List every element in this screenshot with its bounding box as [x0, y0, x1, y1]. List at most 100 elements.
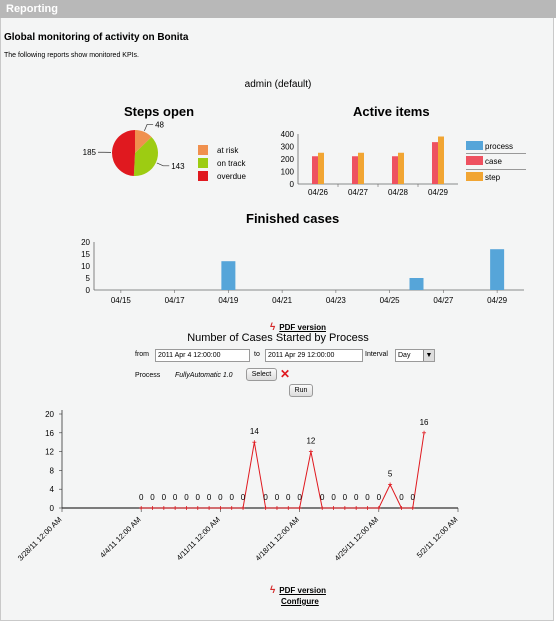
interval-value: Day: [398, 352, 411, 359]
finished-bar: [409, 278, 424, 290]
legend-swatch-on-track: [198, 158, 208, 168]
data-point-label: 0: [207, 493, 212, 502]
data-point-label: 5: [388, 470, 393, 479]
data-point-label: 16: [420, 418, 429, 427]
y-tick-label: 12: [45, 448, 54, 457]
x-tick-label: 4/25/11 12:00 AM: [333, 515, 381, 563]
process-value: FullyAutomatic 1.0: [175, 372, 233, 379]
x-tick-label: 04/17: [165, 296, 186, 305]
legend-label-overdue: overdue: [217, 172, 246, 181]
from-label: from: [135, 351, 149, 358]
bar-case: [432, 142, 438, 184]
data-point-label: 12: [306, 437, 315, 446]
data-point-label: 0: [411, 493, 416, 502]
data-point-label: 0: [196, 493, 201, 502]
bar-case: [392, 156, 398, 184]
active-items-legend: process case step: [466, 139, 538, 187]
x-tick-label: 04/19: [218, 296, 239, 305]
bar-step: [398, 152, 404, 184]
y-tick-label: 400: [281, 130, 295, 139]
x-tick-label: 04/29: [487, 296, 508, 305]
data-point-label: 0: [173, 493, 178, 502]
y-tick-label: 5: [86, 274, 91, 283]
steps-open-title: Steps open: [124, 104, 195, 119]
data-point-label: 0: [229, 493, 234, 502]
legend-label-process: process: [485, 142, 514, 151]
bar-step: [318, 152, 324, 184]
y-tick-label: 20: [45, 410, 54, 419]
configure-link[interactable]: Configure: [281, 597, 319, 606]
x-tick-label: 04/23: [326, 296, 347, 305]
data-point-label: 0: [162, 493, 167, 502]
legend-swatch-at-risk: [198, 145, 208, 155]
data-point-label: 14: [250, 427, 259, 436]
to-date-field[interactable]: 2011 Apr 29 12:00:00: [265, 349, 363, 362]
pie-slice-at-risk: [135, 130, 152, 153]
cases-started-title: Number of Cases Started by Process: [187, 332, 369, 344]
page-subtitle: The following reports show monitored KPI…: [4, 52, 140, 59]
reporting-panel: [0, 18, 554, 621]
x-tick-label: 04/26: [308, 188, 329, 197]
y-tick-label: 10: [81, 262, 90, 271]
finished-bar: [221, 261, 236, 290]
pdf-version-label: PDF version: [279, 323, 326, 332]
page-title: Global monitoring of activity on Bonita: [4, 32, 189, 43]
data-point-label: 0: [354, 493, 359, 502]
x-tick-label: 5/2/11 12:00 AM: [415, 515, 460, 560]
pie-value-label: 143: [171, 162, 185, 171]
select-button[interactable]: Select: [246, 368, 277, 381]
y-tick-label: 100: [281, 168, 295, 177]
data-point-label: 0: [275, 493, 280, 502]
data-point-label: 0: [331, 493, 336, 502]
legend-divider: [466, 153, 526, 154]
data-point-label: 0: [365, 493, 370, 502]
data-point-label: 0: [184, 493, 189, 502]
pdf-version-link[interactable]: ϟ PDF version: [270, 317, 326, 335]
x-tick-label: 4/11/11 12:00 AM: [175, 515, 222, 562]
pdf-version-link-2[interactable]: ϟ PDF version: [270, 580, 326, 598]
data-point-label: 0: [150, 493, 155, 502]
bar-step: [438, 136, 444, 184]
legend-label-on-track: on track: [217, 159, 246, 168]
pie-value-label: 185: [83, 148, 97, 157]
from-date-field[interactable]: 2011 Apr 4 12:00:00: [155, 349, 250, 362]
bar-case: [312, 156, 318, 184]
active-items-chart: 0 100 200 300 400 04/26 04/27 04/28 04/29: [281, 130, 458, 197]
legend-swatch-process: [466, 141, 483, 150]
finished-bar: [490, 249, 505, 290]
y-tick-label: 20: [81, 238, 90, 247]
legend-label-at-risk: at risk: [217, 146, 239, 155]
active-items-title: Active items: [353, 104, 430, 119]
legend-swatch-step: [466, 172, 483, 181]
y-tick-label: 0: [86, 286, 91, 295]
remove-icon[interactable]: ✕: [280, 367, 291, 381]
legend-label-step: step: [485, 173, 501, 182]
data-point-label: 0: [263, 493, 268, 502]
x-tick-label: 04/29: [428, 188, 449, 197]
x-tick-label: 3/28/11 12:00 AM: [16, 515, 64, 563]
chevron-down-icon[interactable]: ▼: [423, 350, 434, 361]
y-tick-label: 15: [81, 250, 90, 259]
bar-case: [352, 156, 358, 184]
y-tick-label: 8: [50, 466, 55, 475]
interval-label: Interval: [365, 351, 388, 358]
y-tick-label: 300: [281, 143, 295, 152]
interval-select[interactable]: Day ▼: [395, 349, 435, 362]
x-tick-label: 04/27: [348, 188, 369, 197]
y-tick-label: 0: [50, 504, 55, 513]
x-tick-label: 04/21: [272, 296, 293, 305]
x-tick-label: 4/18/11 12:00 AM: [253, 515, 301, 563]
y-tick-label: 0: [290, 180, 295, 189]
process-label: Process: [135, 372, 161, 379]
y-tick-label: 4: [50, 485, 55, 494]
data-point-label: 0: [297, 493, 302, 502]
run-button[interactable]: Run: [289, 384, 313, 397]
bar-step: [358, 152, 364, 184]
x-tick-label: 04/28: [388, 188, 409, 197]
legend-swatch-overdue: [198, 171, 208, 181]
legend-divider: [466, 169, 526, 170]
cases-started-chart: 0 4 8 12 16 20 3/28/11 12:00 AM 4/4/11 12:00 AM…: [16, 410, 460, 563]
data-point-label: 0: [286, 493, 291, 502]
data-point-label: 0: [139, 493, 144, 502]
pie-slice-on-track: [133, 137, 158, 176]
